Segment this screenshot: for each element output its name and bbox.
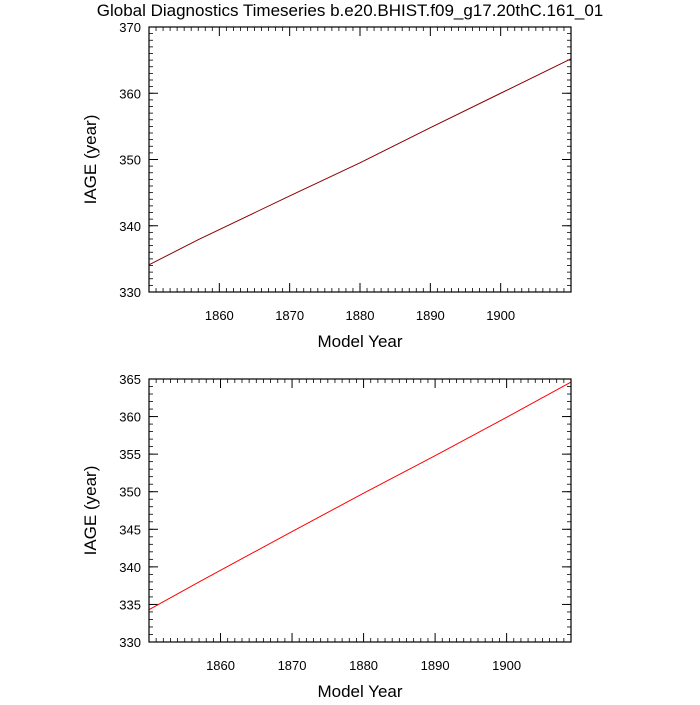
y-tick-label: 350 — [119, 153, 141, 168]
y-tick-label: 360 — [119, 86, 141, 101]
y-tick-label: 340 — [119, 219, 141, 234]
x-tick-label: 1870 — [275, 308, 304, 323]
y-axis-label: IAGE (year) — [81, 466, 100, 556]
x-tick-label: 1900 — [492, 658, 521, 673]
y-tick-label: 330 — [119, 285, 141, 300]
x-tick-label: 1860 — [206, 658, 235, 673]
y-tick-label: 340 — [119, 560, 141, 575]
x-axis-label: Model Year — [317, 332, 402, 351]
x-tick-label: 1860 — [205, 308, 234, 323]
x-tick-label: 1880 — [349, 658, 378, 673]
x-tick-label: 1900 — [486, 308, 515, 323]
y-axis-label: IAGE (year) — [81, 115, 100, 205]
y-tick-label: 370 — [119, 20, 141, 35]
x-tick-label: 1880 — [346, 308, 375, 323]
y-tick-label: 350 — [119, 485, 141, 500]
plot-frame — [148, 26, 572, 293]
x-tick-label: 1870 — [278, 658, 307, 673]
y-tick-label: 345 — [119, 522, 141, 537]
x-axis-label: Model Year — [317, 682, 402, 700]
y-tick-label: 330 — [119, 635, 141, 650]
plot-frame — [148, 378, 572, 643]
x-tick-label: 1890 — [421, 658, 450, 673]
y-tick-label: 360 — [119, 410, 141, 425]
figure-title: Global Diagnostics Timeseries b.e20.BHIS… — [96, 1, 604, 20]
y-tick-label: 335 — [119, 597, 141, 612]
series-line — [148, 381, 572, 611]
x-tick-label: 1890 — [416, 308, 445, 323]
series-line — [148, 58, 572, 266]
y-tick-label: 355 — [119, 447, 141, 462]
y-tick-label: 365 — [119, 372, 141, 387]
